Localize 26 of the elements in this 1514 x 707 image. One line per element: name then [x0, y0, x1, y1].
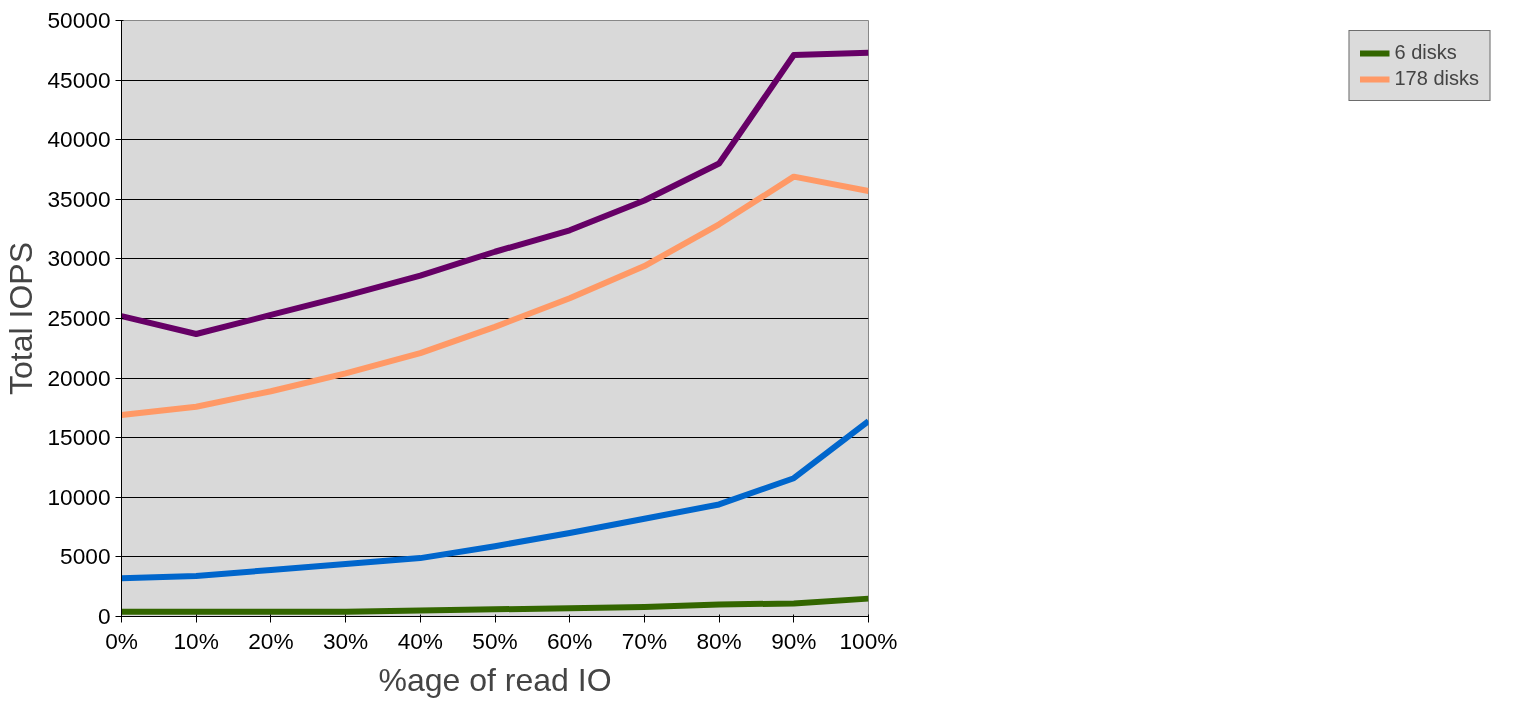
- x-axis-title: %age of read IO: [378, 661, 612, 698]
- y-tick-label: 25000: [47, 305, 111, 331]
- x-tick-label: 50%: [472, 627, 518, 654]
- x-tick-label: 60%: [547, 627, 593, 654]
- x-tick-label: 10%: [173, 627, 219, 654]
- y-tick-label: 50000: [47, 7, 111, 33]
- y-tick-label: 0: [97, 603, 111, 629]
- y-tick-label: 40000: [47, 126, 111, 153]
- x-tick-label: 40%: [397, 627, 443, 654]
- y-tick-label: 15000: [47, 424, 111, 451]
- y-tick-label: 10000: [47, 483, 111, 510]
- y-tick-label: 5000: [60, 543, 111, 570]
- y-tick-label: 30000: [47, 245, 111, 272]
- legend-label: 178 disks: [1394, 67, 1479, 90]
- x-tick-label: 20%: [248, 627, 294, 654]
- x-tick-label: 90%: [771, 627, 817, 654]
- y-tick-label: 20000: [47, 364, 111, 391]
- x-tick-label: 100%: [839, 627, 898, 654]
- x-tick-label: 30%: [322, 627, 369, 654]
- x-tick-label: 80%: [696, 627, 742, 654]
- legend-label: 6 disks: [1394, 41, 1457, 64]
- y-tick-label: 35000: [47, 185, 111, 212]
- y-tick-label: 45000: [47, 66, 111, 93]
- x-tick-label: 70%: [621, 627, 668, 654]
- y-axis-title: Total IOPS: [3, 242, 40, 395]
- x-tick-label: 0%: [105, 627, 138, 654]
